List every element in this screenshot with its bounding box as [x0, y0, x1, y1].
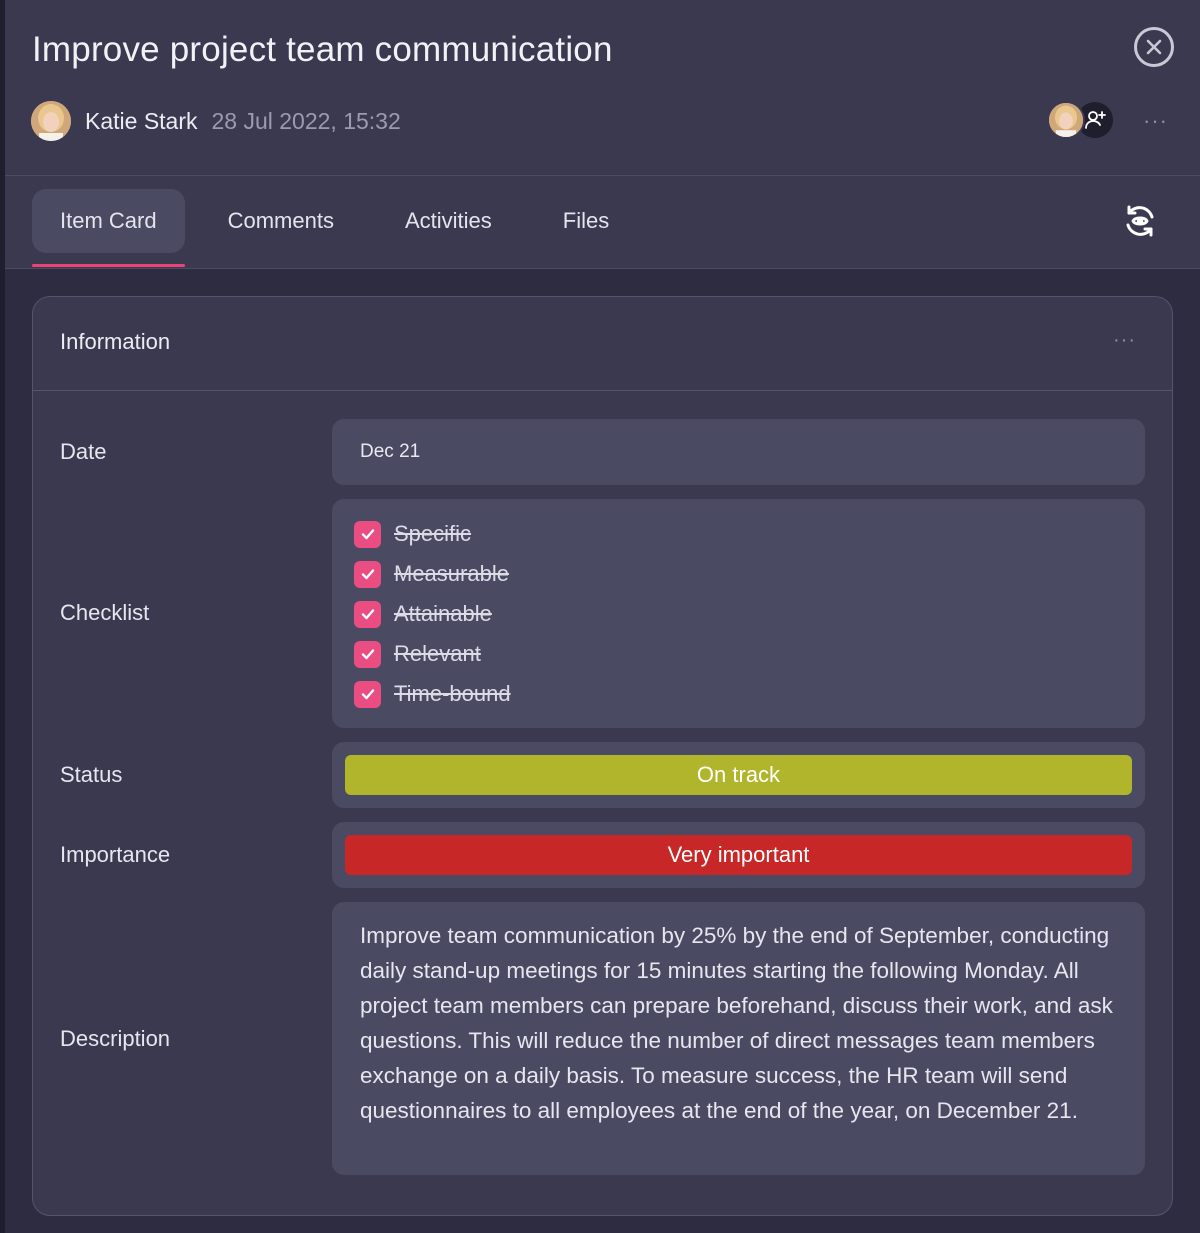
check-icon	[361, 649, 374, 660]
tab-activities[interactable]: Activities	[404, 208, 492, 233]
card-title: Information	[60, 329, 171, 354]
checklist-item[interactable]: Time-bound	[354, 680, 511, 708]
importance-pill[interactable]: Very important	[345, 835, 1132, 875]
check-icon	[361, 609, 374, 620]
panel-header: Improve project team communication Katie…	[5, 0, 1200, 268]
date-value: Dec 21	[360, 441, 421, 462]
item-detail-panel: Improve project team communication Katie…	[5, 0, 1200, 1233]
checklist-item[interactable]: Attainable	[354, 600, 492, 628]
checkbox[interactable]	[354, 640, 381, 668]
status-field: On track	[332, 742, 1145, 808]
refresh-button[interactable]	[1119, 200, 1161, 242]
checklist-item-label: Specific	[394, 521, 472, 546]
checklist-item-label: Attainable	[394, 601, 492, 626]
refresh-eye-icon	[1126, 205, 1154, 237]
status-pill[interactable]: On track	[345, 755, 1132, 795]
checklist-field: Specific Measurable Attainable Relevant	[332, 499, 1145, 728]
importance-label: Importance	[60, 842, 171, 867]
card-header: Information ···	[33, 297, 1172, 391]
members-group	[1047, 100, 1115, 140]
user-plus-icon	[1085, 111, 1106, 129]
header-divider	[5, 175, 1200, 176]
checkbox[interactable]	[354, 600, 381, 628]
check-icon	[361, 569, 374, 580]
check-icon	[361, 689, 374, 700]
checklist-label: Checklist	[60, 600, 150, 625]
author-avatar[interactable]	[31, 101, 71, 141]
checklist-item-label: Relevant	[394, 641, 481, 666]
card-more-button[interactable]: ···	[1113, 329, 1136, 351]
tabs-divider	[5, 268, 1200, 269]
check-icon	[361, 529, 374, 540]
member-avatar[interactable]	[1047, 101, 1085, 139]
close-icon	[1146, 39, 1162, 55]
tab-files[interactable]: Files	[562, 208, 610, 233]
description-text: Improve team communication by 25% by the…	[360, 923, 1113, 1123]
checklist-item[interactable]: Relevant	[354, 640, 481, 668]
importance-field: Very important	[332, 822, 1145, 888]
description-field[interactable]: Improve team communication by 25% by the…	[332, 902, 1145, 1175]
header-more-button[interactable]: ···	[1143, 108, 1168, 133]
tab-bar: Item Card Comments Activities Files	[32, 189, 652, 269]
status-label: Status	[60, 762, 123, 787]
checklist-item[interactable]: Specific	[354, 520, 471, 548]
author-name[interactable]: Katie Stark	[85, 107, 198, 134]
created-timestamp: 28 Jul 2022, 15:32	[211, 107, 401, 134]
close-button[interactable]	[1134, 27, 1174, 67]
background-edge	[0, 0, 5, 1233]
tab-item-card[interactable]: Item Card	[32, 189, 185, 267]
item-title[interactable]: Improve project team communication	[32, 30, 613, 69]
checkbox[interactable]	[354, 520, 381, 548]
checkbox[interactable]	[354, 680, 381, 708]
date-field[interactable]: Dec 21	[332, 419, 1145, 485]
description-label: Description	[60, 1026, 171, 1051]
checklist-item[interactable]: Measurable	[354, 560, 509, 588]
checkbox[interactable]	[354, 560, 381, 588]
date-label: Date	[60, 439, 107, 464]
tab-comments[interactable]: Comments	[227, 208, 334, 233]
information-card: Information ··· Date Dec 21 Checklist Sp…	[32, 296, 1173, 1216]
checklist-item-label: Time-bound	[394, 681, 511, 706]
author-row: Katie Stark 28 Jul 2022, 15:32	[31, 100, 401, 142]
checklist-item-label: Measurable	[394, 561, 509, 586]
